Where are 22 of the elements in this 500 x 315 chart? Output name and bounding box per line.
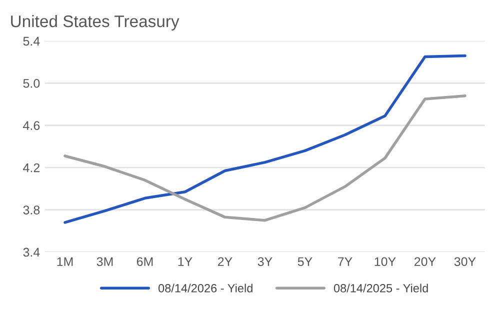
x-tick-label: 1Y: [178, 257, 192, 266]
x-tick-label: 3Y: [258, 257, 272, 266]
y-tick-label: 3.8: [23, 206, 40, 214]
x-tick-label: 7Y: [338, 257, 352, 266]
x-tick-label: 30Y: [454, 257, 476, 266]
x-tick-label: 1M: [57, 257, 73, 266]
x-tick-label: 2Y: [218, 257, 232, 266]
x-tick-label: 5Y: [298, 257, 312, 266]
legend-label: 08/14/2026 - Yield: [158, 284, 252, 292]
y-tick-label: 5.0: [23, 78, 40, 88]
y-tick-label: 3.4: [23, 248, 40, 257]
line-series: [64, 94, 466, 222]
line-series: [64, 54, 466, 224]
x-tick-label: 10Y: [374, 257, 396, 266]
y-tick-label: 4.6: [23, 121, 40, 130]
x-tick-label: 3M: [96, 257, 113, 266]
x-tick-label: 20Y: [414, 257, 436, 266]
x-tick-label: 6M: [136, 257, 153, 266]
y-tick-label: 4.2: [23, 163, 40, 172]
legend-label: 08/14/2025 - Yield: [334, 284, 428, 292]
y-tick-label: 5.4: [23, 36, 40, 46]
chart-title: United States Treasury: [11, 14, 180, 31]
